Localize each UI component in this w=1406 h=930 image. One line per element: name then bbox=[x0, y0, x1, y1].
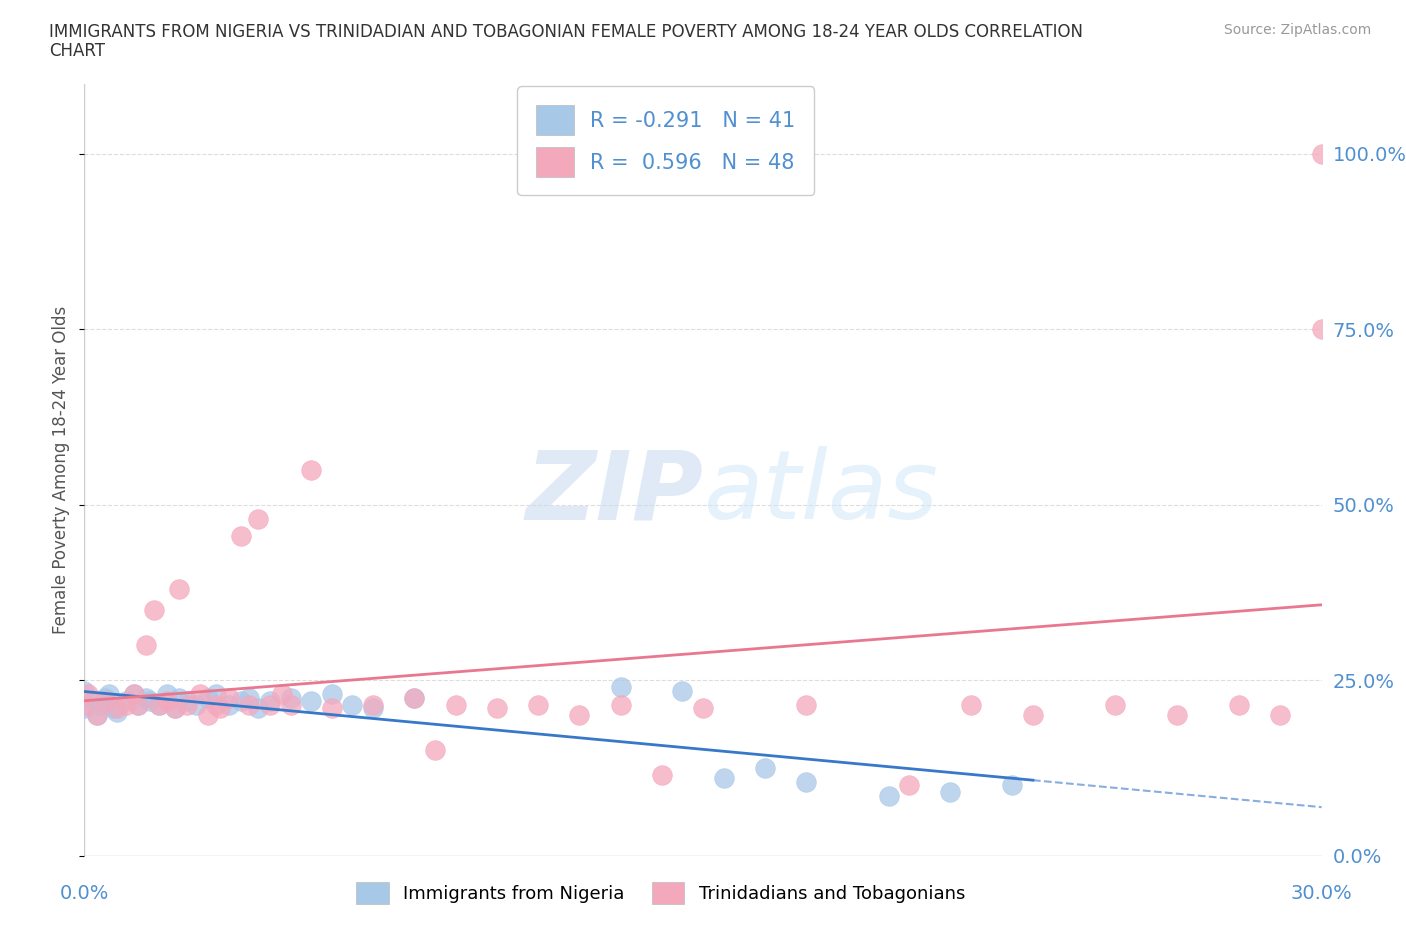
Point bbox=[165, 701, 187, 716]
Text: 0.0%: 0.0% bbox=[59, 884, 110, 903]
Point bbox=[127, 698, 149, 712]
Point bbox=[197, 708, 219, 723]
Point bbox=[280, 698, 302, 712]
Point bbox=[1310, 322, 1333, 337]
Point bbox=[754, 761, 776, 776]
Point bbox=[794, 698, 817, 712]
Point bbox=[184, 698, 207, 712]
Point bbox=[135, 638, 157, 653]
Text: IMMIGRANTS FROM NIGERIA VS TRINIDADIAN AND TOBAGONIAN FEMALE POVERTY AMONG 18-24: IMMIGRANTS FROM NIGERIA VS TRINIDADIAN A… bbox=[49, 23, 1083, 41]
Point bbox=[176, 698, 198, 712]
Point bbox=[103, 701, 125, 716]
Point bbox=[218, 698, 240, 712]
Point bbox=[135, 690, 157, 705]
Point bbox=[1104, 698, 1126, 712]
Point bbox=[877, 789, 900, 804]
Legend: R = -0.291   N = 41, R =  0.596   N = 48: R = -0.291 N = 41, R = 0.596 N = 48 bbox=[517, 86, 814, 195]
Point bbox=[246, 701, 269, 716]
Point bbox=[197, 690, 219, 705]
Point bbox=[1227, 698, 1250, 712]
Point bbox=[271, 686, 294, 701]
Point bbox=[404, 690, 426, 705]
Point bbox=[609, 680, 631, 695]
Point bbox=[423, 743, 446, 758]
Point bbox=[651, 767, 673, 782]
Point bbox=[609, 698, 631, 712]
Point bbox=[90, 698, 112, 712]
Point bbox=[280, 690, 302, 705]
Point bbox=[238, 698, 260, 712]
Point bbox=[209, 701, 232, 716]
Point bbox=[73, 698, 96, 712]
Point bbox=[960, 698, 983, 712]
Point bbox=[148, 698, 170, 712]
Point bbox=[1310, 146, 1333, 161]
Point bbox=[165, 701, 187, 716]
Point bbox=[122, 686, 145, 701]
Point bbox=[94, 690, 117, 705]
Point bbox=[299, 462, 322, 477]
Point bbox=[86, 708, 108, 723]
Point bbox=[205, 686, 228, 701]
Point bbox=[167, 581, 190, 596]
Point bbox=[299, 694, 322, 709]
Point bbox=[404, 690, 426, 705]
Point bbox=[1166, 708, 1188, 723]
Point bbox=[1022, 708, 1045, 723]
Point bbox=[105, 704, 128, 719]
Point bbox=[176, 694, 198, 709]
Point bbox=[361, 698, 384, 712]
Point bbox=[229, 529, 252, 544]
Point bbox=[105, 701, 128, 716]
Text: Source: ZipAtlas.com: Source: ZipAtlas.com bbox=[1223, 23, 1371, 37]
Text: 30.0%: 30.0% bbox=[1291, 884, 1353, 903]
Point bbox=[898, 778, 921, 793]
Point bbox=[568, 708, 591, 723]
Point bbox=[692, 701, 714, 716]
Point bbox=[143, 603, 166, 618]
Point bbox=[1270, 708, 1292, 723]
Point bbox=[361, 701, 384, 716]
Text: atlas: atlas bbox=[703, 446, 938, 539]
Point bbox=[82, 694, 104, 709]
Point bbox=[1001, 778, 1024, 793]
Point bbox=[342, 698, 364, 712]
Y-axis label: Female Poverty Among 18-24 Year Olds: Female Poverty Among 18-24 Year Olds bbox=[52, 306, 70, 633]
Point bbox=[527, 698, 550, 712]
Text: ZIP: ZIP bbox=[524, 446, 703, 539]
Point bbox=[713, 771, 735, 786]
Point bbox=[139, 694, 162, 709]
Point bbox=[794, 775, 817, 790]
Point bbox=[205, 698, 228, 712]
Point bbox=[77, 686, 100, 701]
Point bbox=[127, 698, 149, 712]
Point bbox=[188, 686, 211, 701]
Point bbox=[218, 690, 240, 705]
Point bbox=[114, 694, 136, 709]
Point bbox=[156, 686, 179, 701]
Point bbox=[321, 701, 343, 716]
Point bbox=[156, 694, 179, 709]
Point bbox=[167, 690, 190, 705]
Text: CHART: CHART bbox=[49, 42, 105, 60]
Point bbox=[939, 785, 962, 800]
Point bbox=[98, 686, 121, 701]
Point bbox=[321, 686, 343, 701]
Point bbox=[122, 686, 145, 701]
Point bbox=[485, 701, 508, 716]
Point bbox=[444, 698, 467, 712]
Point bbox=[259, 694, 281, 709]
Point bbox=[259, 698, 281, 712]
Point bbox=[86, 708, 108, 723]
Point bbox=[246, 512, 269, 526]
Point bbox=[148, 698, 170, 712]
Point bbox=[114, 698, 136, 712]
Point bbox=[238, 690, 260, 705]
Point bbox=[94, 694, 117, 709]
Legend: Immigrants from Nigeria, Trinidadians and Tobagonians: Immigrants from Nigeria, Trinidadians an… bbox=[349, 875, 973, 911]
Point bbox=[73, 701, 96, 716]
Point bbox=[671, 684, 693, 698]
Point bbox=[229, 694, 252, 709]
Point bbox=[73, 684, 96, 698]
